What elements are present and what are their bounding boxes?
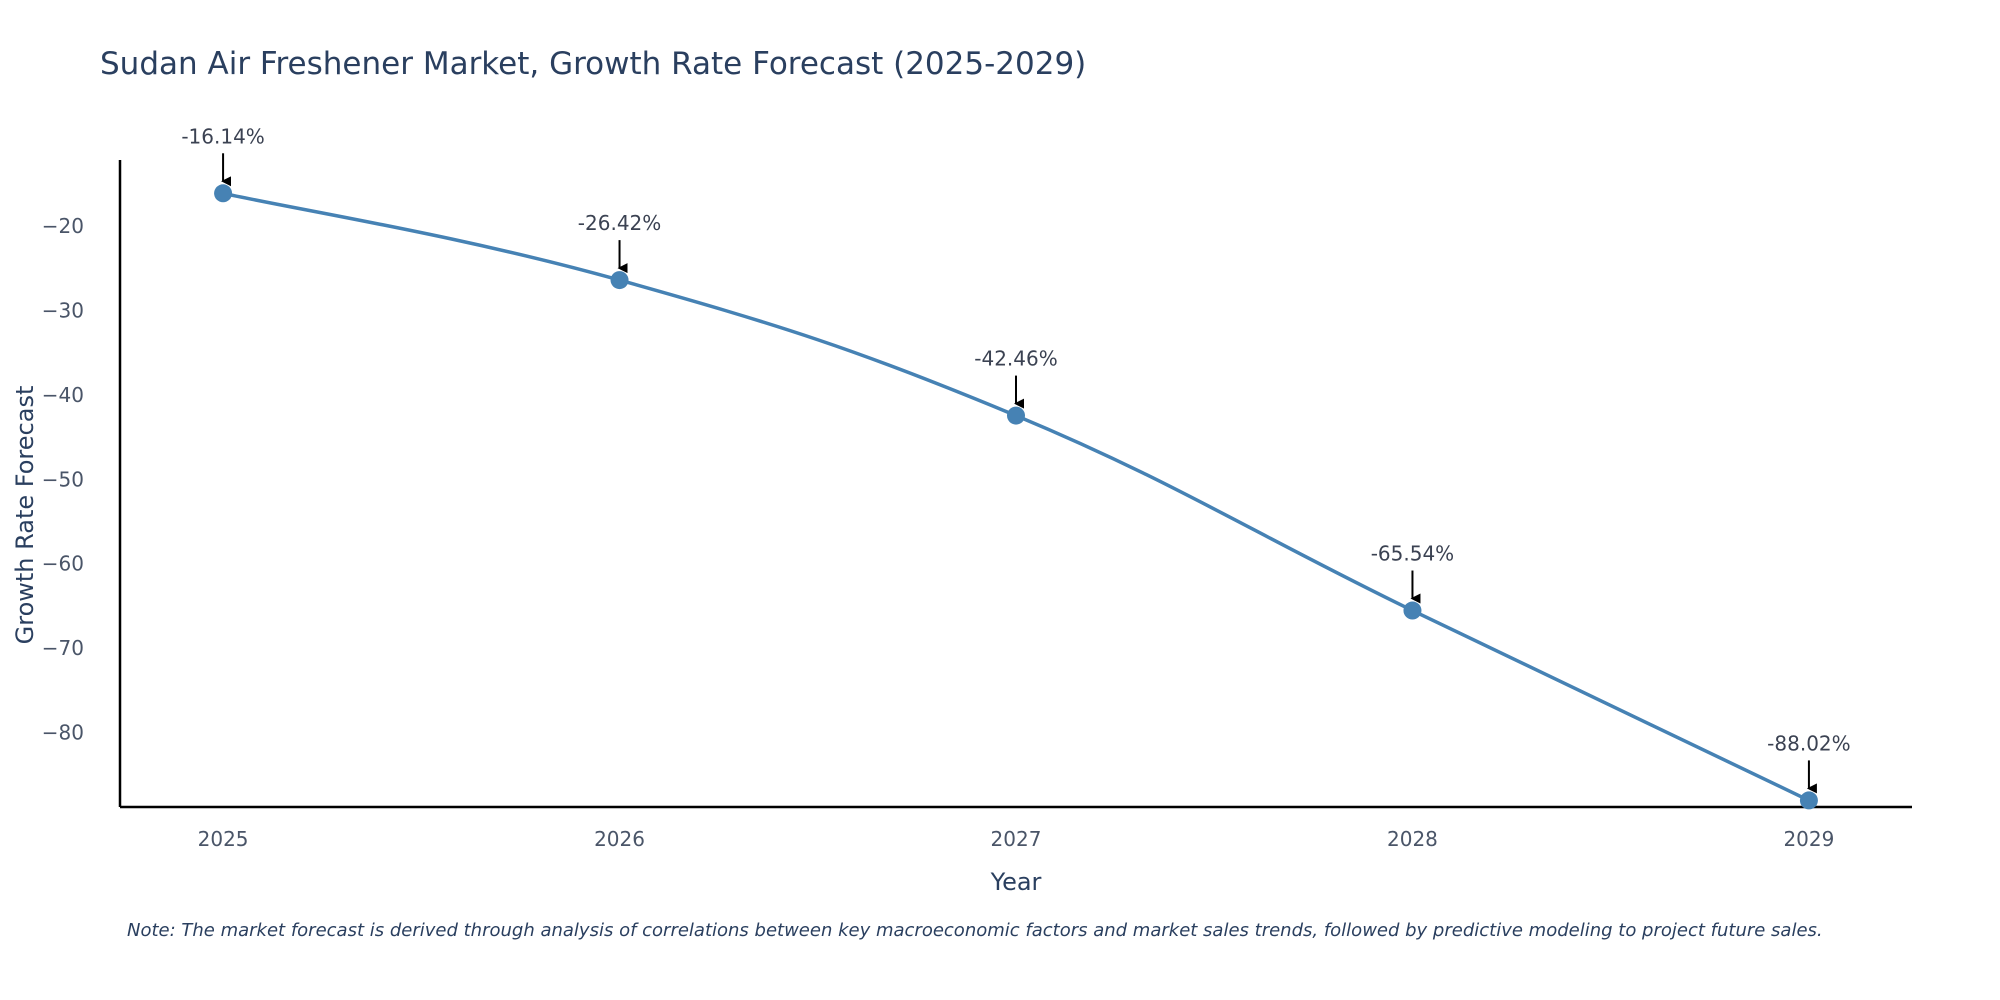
- y-tick-label: −80: [42, 721, 84, 745]
- data-label: -88.02%: [1767, 731, 1850, 755]
- x-tick-label: 2027: [991, 827, 1042, 851]
- data-point: [610, 271, 629, 290]
- series-line: [222, 191, 1810, 802]
- x-tick-label: 2029: [1783, 827, 1834, 851]
- chart-title: Sudan Air Freshener Market, Growth Rate …: [100, 46, 1087, 82]
- y-tick-label: −40: [42, 383, 84, 407]
- data-point: [1799, 791, 1818, 810]
- data-label: -65.54%: [1371, 542, 1454, 566]
- data-label: -26.42%: [578, 211, 661, 235]
- data-point: [1403, 601, 1422, 620]
- x-tick-label: 2025: [198, 827, 249, 851]
- chart-note: Note: The market forecast is derived thr…: [127, 920, 1823, 941]
- y-tick-label: −20: [42, 214, 84, 238]
- data-point: [214, 184, 233, 203]
- y-tick-label: −50: [42, 467, 84, 491]
- y-tick-label: −30: [42, 298, 84, 322]
- data-label: -16.14%: [181, 124, 264, 148]
- x-tick-label: 2026: [594, 827, 645, 851]
- x-tick-label: 2028: [1387, 827, 1438, 851]
- x-axis-title: Year: [990, 868, 1042, 896]
- y-tick-label: −60: [42, 552, 84, 576]
- y-tick-label: −70: [42, 636, 84, 660]
- data-point: [1007, 406, 1025, 425]
- data-label: -42.46%: [974, 347, 1057, 371]
